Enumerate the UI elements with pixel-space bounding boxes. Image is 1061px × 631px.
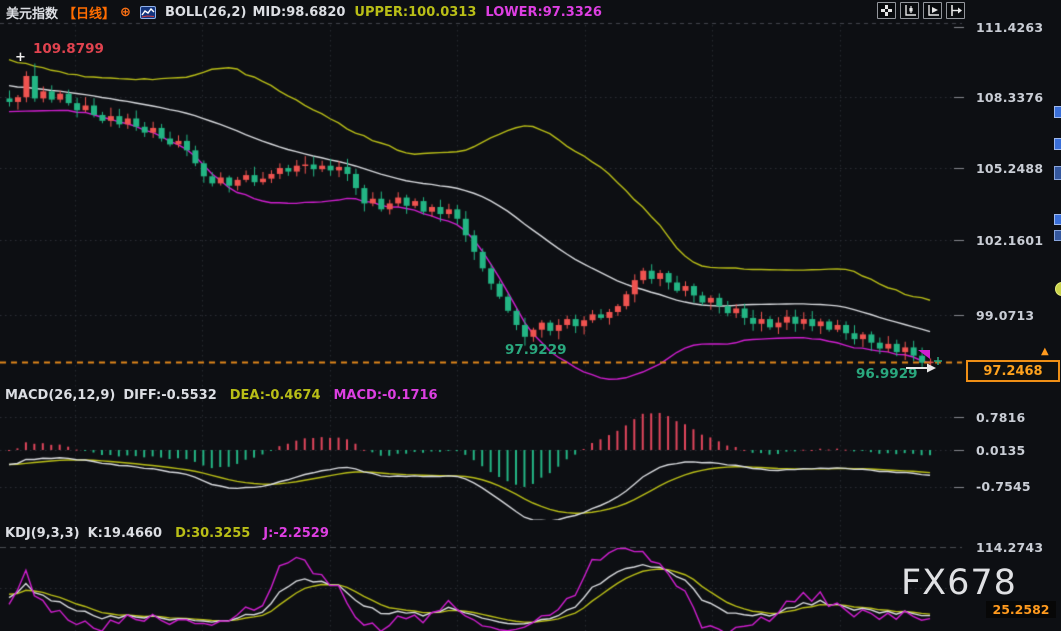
marked-low-label-1: 97.9229 (505, 342, 567, 358)
axis-tick-label: -0.7545 (976, 479, 1031, 494)
axis-tick-label: 102.1601 (976, 233, 1044, 248)
macd-title: MACD(26,12,9) (5, 388, 116, 403)
circle-plus-icon[interactable]: ⊕ (120, 5, 131, 20)
high-cross-marker: + (15, 50, 26, 65)
axis-tick-label: 105.2488 (976, 161, 1044, 176)
move-crosshair-icon[interactable] (877, 2, 896, 19)
price-up-arrow-icon: ▲ (1041, 346, 1049, 357)
chart-toolbar (877, 2, 965, 19)
boll-mid-value: MID:98.6820 (252, 5, 346, 20)
last-price-box: 97.2468 (966, 360, 1060, 382)
axis-tick-label: 0.0135 (976, 443, 1026, 458)
macd-legend: MACD(26,12,9) DIFF:-0.5532 DEA:-0.4674 M… (5, 388, 438, 403)
clipped-panel-icon[interactable] (1054, 214, 1061, 225)
period-label[interactable]: 【日线】 (63, 7, 116, 22)
cursor-arrow-icon (902, 349, 944, 379)
axis-tick-label: 111.4263 (976, 20, 1044, 35)
axis-tick-label: 0.7816 (976, 410, 1026, 425)
kdj-k-value: K:19.4660 (87, 526, 163, 541)
boll-lower-value: LOWER:97.3326 (485, 5, 602, 20)
kdj-d-value: D:30.3255 (175, 526, 251, 541)
kdj-title: KDJ(9,3,3) (5, 526, 80, 541)
boll-params: BOLL(26,2) (164, 5, 247, 20)
macd-diff-value: DIFF:-0.5532 (123, 388, 217, 403)
main-chart-legend: 美元指数 【日线】 ⊕ BOLL(26,2) MID:98.6820 UPPER… (6, 3, 602, 22)
kline-tool-icon[interactable] (900, 2, 919, 19)
clipped-panel-icon[interactable] (1054, 138, 1061, 150)
kdj-j-value: J:-2.2529 (263, 526, 329, 541)
axis-tick-label: 114.2743 (976, 540, 1044, 555)
indicator-play-icon[interactable] (923, 2, 942, 19)
clipped-panel-icon[interactable] (1054, 230, 1061, 241)
axis-tick-label: 99.0713 (976, 308, 1035, 323)
clipped-panel-icon[interactable] (1054, 106, 1061, 118)
axis-tick-label: 108.3376 (976, 90, 1044, 105)
watermark: FX678 (901, 563, 1017, 603)
macd-dea-value: DEA:-0.4674 (229, 388, 321, 403)
mini-chart-icon[interactable] (139, 6, 156, 19)
symbol-name: 美元指数 (6, 7, 59, 22)
marked-low-label-2: 96.9929 (856, 366, 918, 382)
clipped-panel-icon[interactable] (1054, 166, 1061, 180)
kdj-value-box: 25.2582 (986, 601, 1056, 618)
macd-value: MACD:-0.1716 (333, 388, 438, 403)
session-high-label: 109.8799 (33, 41, 104, 57)
kdj-legend: KDJ(9,3,3) K:19.4660 D:30.3255 J:-2.2529 (5, 526, 329, 541)
pan-right-icon[interactable] (946, 2, 965, 19)
boll-upper-value: UPPER:100.0313 (354, 5, 477, 20)
